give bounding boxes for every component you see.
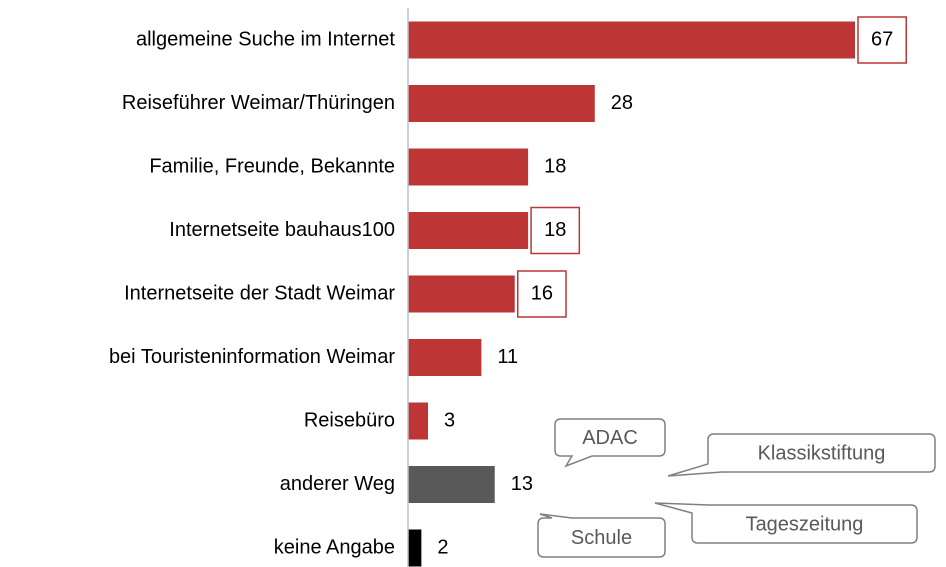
bar xyxy=(408,85,595,122)
callout-text: Tageszeitung xyxy=(746,513,864,535)
bar xyxy=(408,21,855,59)
value-label: 16 xyxy=(531,282,553,304)
category-label: Internetseite bauhaus100 xyxy=(169,219,395,241)
category-label: Internetseite der Stadt Weimar xyxy=(124,282,395,304)
value-label: 18 xyxy=(544,219,566,241)
callout-box xyxy=(554,418,666,468)
bar xyxy=(408,148,529,186)
value-label: 11 xyxy=(497,346,518,368)
bar xyxy=(408,275,515,313)
value-highlight xyxy=(857,16,907,64)
category-label: Reiseführer Weimar/Thüringen xyxy=(122,92,395,114)
bar xyxy=(408,529,422,567)
category-label: Reisebüro xyxy=(304,409,395,431)
bar xyxy=(408,402,429,440)
callout-text: ADAC xyxy=(582,427,638,449)
value-label: 67 xyxy=(871,28,893,50)
callout-box xyxy=(667,433,936,477)
value-label: 2 xyxy=(437,536,448,558)
category-label: anderer Weg xyxy=(280,473,395,495)
callout-box xyxy=(537,513,666,558)
value-label: 3 xyxy=(444,409,455,431)
category-label: keine Angabe xyxy=(274,536,395,558)
bar xyxy=(408,212,529,249)
value-highlight xyxy=(516,270,567,318)
category-label: bei Touristeninformation Weimar xyxy=(109,346,395,368)
callout-text: Klassikstiftung xyxy=(758,442,886,464)
bar xyxy=(408,466,495,503)
value-label: 28 xyxy=(611,92,633,114)
category-label: Familie, Freunde, Bekannte xyxy=(149,155,395,177)
callout-box xyxy=(654,502,918,544)
callout-text: Schule xyxy=(571,527,632,549)
value-label: 13 xyxy=(511,473,533,495)
value-highlight xyxy=(530,206,581,255)
value-label: 18 xyxy=(544,155,566,177)
bar xyxy=(408,339,482,376)
category-label: allgemeine Suche im Internet xyxy=(136,28,395,50)
